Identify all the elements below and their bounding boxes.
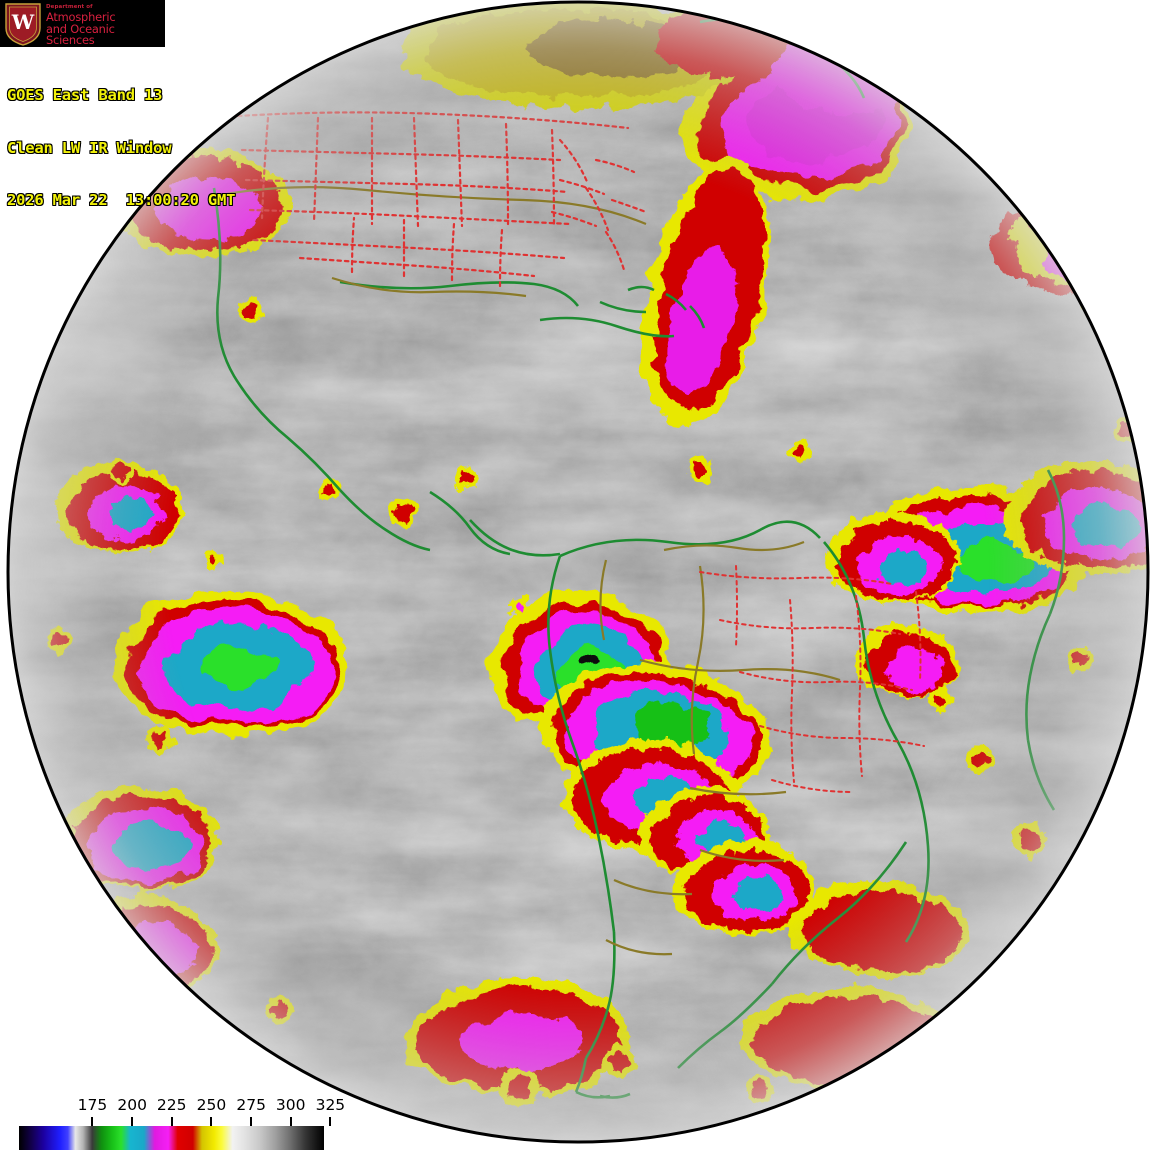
colorbar-label-175: 175 (77, 1096, 108, 1114)
disk-limb-ring (6, 0, 1150, 1144)
image-title-block: GOES East Band 13 Clean LW IR Window 202… (7, 52, 235, 227)
colorbar-label-300: 300 (275, 1096, 306, 1114)
colorbar-label-225: 225 (156, 1096, 187, 1114)
colorbar-gradient-bar (19, 1126, 324, 1150)
logo-name-line-2: and Oceanic Sciences (46, 21, 115, 47)
colorbar-label-325: 325 (315, 1096, 346, 1114)
logo-name-line-1: Atmospheric (46, 9, 116, 24)
title-line-satellite-band: GOES East Band 13 (7, 86, 163, 104)
colorbar-label-275: 275 (236, 1096, 266, 1114)
colorbar-tick-325 (329, 1117, 332, 1126)
colorbar-tick-marks (0, 1117, 360, 1126)
colorbar-label-200: 200 (117, 1096, 147, 1114)
colorbar-tick-225 (170, 1117, 173, 1126)
temperature-colorbar: 175 200 225 250 275 300 325 (0, 1096, 360, 1156)
logo-text-block: Department of Atmospheric and Oceanic Sc… (46, 2, 164, 47)
logo-department-line: Department of (46, 4, 93, 10)
colorbar-tick-labels: 175 200 225 250 275 300 325 (0, 1096, 360, 1116)
colorbar-tick-300 (289, 1117, 292, 1126)
colorbar-label-250: 250 (196, 1096, 227, 1114)
colorbar-tick-275 (250, 1117, 253, 1126)
svg-text:W: W (11, 10, 35, 34)
colorbar-tick-200 (131, 1117, 134, 1126)
title-line-timestamp: 2026 Mar 22 13:00:20 GMT (7, 191, 236, 209)
title-line-channel-description: Clean LW IR Window (7, 138, 172, 157)
colorbar-tick-175 (91, 1117, 94, 1126)
uw-aos-logo-banner: W Department of Atmospheric and Oceanic … (0, 0, 165, 47)
uw-madison-crest-icon: W (5, 3, 41, 46)
colorbar-tick-250 (210, 1117, 213, 1126)
limb-brightening (9, 3, 1147, 1141)
